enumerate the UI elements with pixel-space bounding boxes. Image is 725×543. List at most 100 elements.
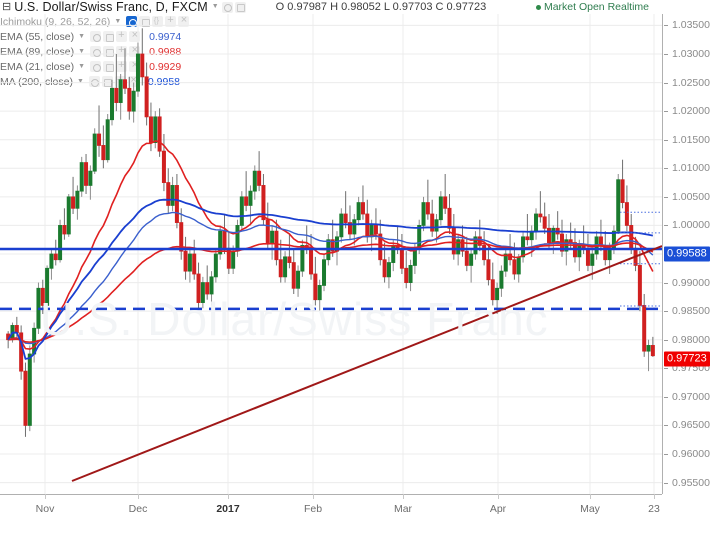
candle-body xyxy=(538,213,543,218)
candle-body xyxy=(166,182,171,206)
close-icon[interactable] xyxy=(178,14,190,27)
chevron-down-icon[interactable]: ▼ xyxy=(211,3,219,10)
tick-mark xyxy=(664,225,668,227)
candle-body xyxy=(343,213,348,223)
candle-body xyxy=(161,150,166,183)
candle-body xyxy=(650,345,655,357)
candle-body xyxy=(218,230,223,255)
price-axis-tick: 0.98000 xyxy=(664,334,710,346)
eye-icon[interactable] xyxy=(126,16,138,27)
legend-row[interactable]: Ichimoku (9, 26, 52, 26) ▼ xyxy=(0,14,191,29)
candle-body xyxy=(525,236,530,241)
close-icon[interactable] xyxy=(129,44,141,57)
candle-body xyxy=(421,202,426,226)
eye-icon[interactable] xyxy=(90,46,102,57)
candle-body xyxy=(196,273,201,303)
candle-body xyxy=(252,170,257,192)
tick-mark xyxy=(138,494,139,499)
rising-support-trendline[interactable] xyxy=(71,245,662,482)
add-icon[interactable] xyxy=(116,44,128,57)
candle-body xyxy=(365,213,370,238)
add-icon[interactable] xyxy=(116,29,128,42)
candle-body xyxy=(373,225,378,235)
candle-body xyxy=(283,256,288,278)
legend-row[interactable]: EMA (21, close)▼ 0.9929 xyxy=(0,59,191,74)
gear-icon[interactable] xyxy=(103,61,115,72)
tick-mark xyxy=(664,196,668,198)
add-icon[interactable] xyxy=(116,59,128,72)
symbol-title[interactable]: U.S. Dollar/Swiss Franc, D, FXCM xyxy=(14,0,208,14)
candle-body xyxy=(347,222,352,235)
chevron-down-icon[interactable]: ▼ xyxy=(78,32,86,40)
tick-mark xyxy=(664,82,668,84)
candle-body xyxy=(330,239,335,252)
legend-controls xyxy=(90,59,142,72)
chevron-down-icon[interactable]: ▼ xyxy=(78,47,86,55)
chart-canvas xyxy=(0,14,662,494)
candle-body xyxy=(469,253,474,266)
candle-body xyxy=(205,282,210,295)
close-icon[interactable] xyxy=(129,29,141,42)
gear-icon[interactable] xyxy=(103,31,115,42)
candle-body xyxy=(62,225,67,235)
candle-body xyxy=(71,196,76,209)
tick-mark xyxy=(590,494,591,499)
add-icon[interactable] xyxy=(165,14,177,27)
candle-body xyxy=(516,256,521,275)
candle-body xyxy=(248,190,253,206)
candle-body xyxy=(438,196,443,221)
eye-icon[interactable] xyxy=(90,31,102,42)
candle-body xyxy=(404,267,409,283)
legend-indicator-value: 0.9929 xyxy=(149,60,182,73)
candle-body xyxy=(127,87,132,112)
gear-icon[interactable] xyxy=(234,1,246,13)
gear-icon[interactable] xyxy=(139,16,151,27)
time-axis[interactable]: Nov Dec 2017 Feb Mar Apr May 23 xyxy=(0,494,662,524)
eye-icon[interactable] xyxy=(90,61,102,72)
tick-mark xyxy=(403,494,404,499)
legend-indicator-name: Ichimoku (9, 26, 52, 26) xyxy=(0,15,111,28)
candle-body xyxy=(486,259,491,281)
candle-body xyxy=(179,222,184,252)
time-axis-tick: Feb xyxy=(303,503,323,515)
close-icon[interactable] xyxy=(127,74,139,87)
price-axis[interactable]: 1.03500 1.03000 1.02500 1.02000 1.01500 1.010… xyxy=(662,14,725,494)
candle-body xyxy=(360,202,365,215)
candle-body xyxy=(590,253,595,266)
collapse-icon[interactable]: ⊟ xyxy=(2,0,12,13)
candle-body xyxy=(430,213,435,232)
source-code-icon[interactable] xyxy=(152,15,164,27)
legend-row[interactable]: EMA (55, close)▼ 0.9974 xyxy=(0,29,191,44)
candle-body xyxy=(291,262,296,289)
candle-body xyxy=(637,265,642,306)
chevron-down-icon[interactable]: ▼ xyxy=(114,17,122,25)
candle-body xyxy=(40,287,45,306)
candle-body xyxy=(577,245,582,258)
eye-icon[interactable] xyxy=(221,1,233,13)
price-axis-tick: 1.00500 xyxy=(664,191,710,203)
tick-mark xyxy=(664,168,668,170)
close-icon[interactable] xyxy=(129,59,141,72)
candle-body xyxy=(399,247,404,269)
chart-plot-area[interactable]: U.S. Dollar/Swiss Franc xyxy=(0,14,662,494)
chevron-down-icon[interactable]: ▼ xyxy=(76,77,84,85)
candle-body xyxy=(140,53,145,78)
candle-body xyxy=(499,270,504,289)
candle-body xyxy=(434,219,439,232)
level-price-label: 0.99588 xyxy=(664,246,710,262)
candle-body xyxy=(148,116,153,143)
chevron-down-icon[interactable]: ▼ xyxy=(78,62,86,70)
candle-body xyxy=(135,53,140,92)
candle-body xyxy=(542,216,547,229)
candle-body xyxy=(183,250,188,272)
candle-body xyxy=(620,179,625,203)
gear-icon[interactable] xyxy=(103,46,115,57)
legend-indicator-name: EMA (55, close) xyxy=(0,30,75,43)
candle-body xyxy=(300,245,305,272)
candle-body xyxy=(122,79,127,89)
candle-body xyxy=(624,202,629,226)
candle-body xyxy=(443,196,448,209)
tick-mark xyxy=(664,25,668,27)
candle-body xyxy=(534,213,539,232)
